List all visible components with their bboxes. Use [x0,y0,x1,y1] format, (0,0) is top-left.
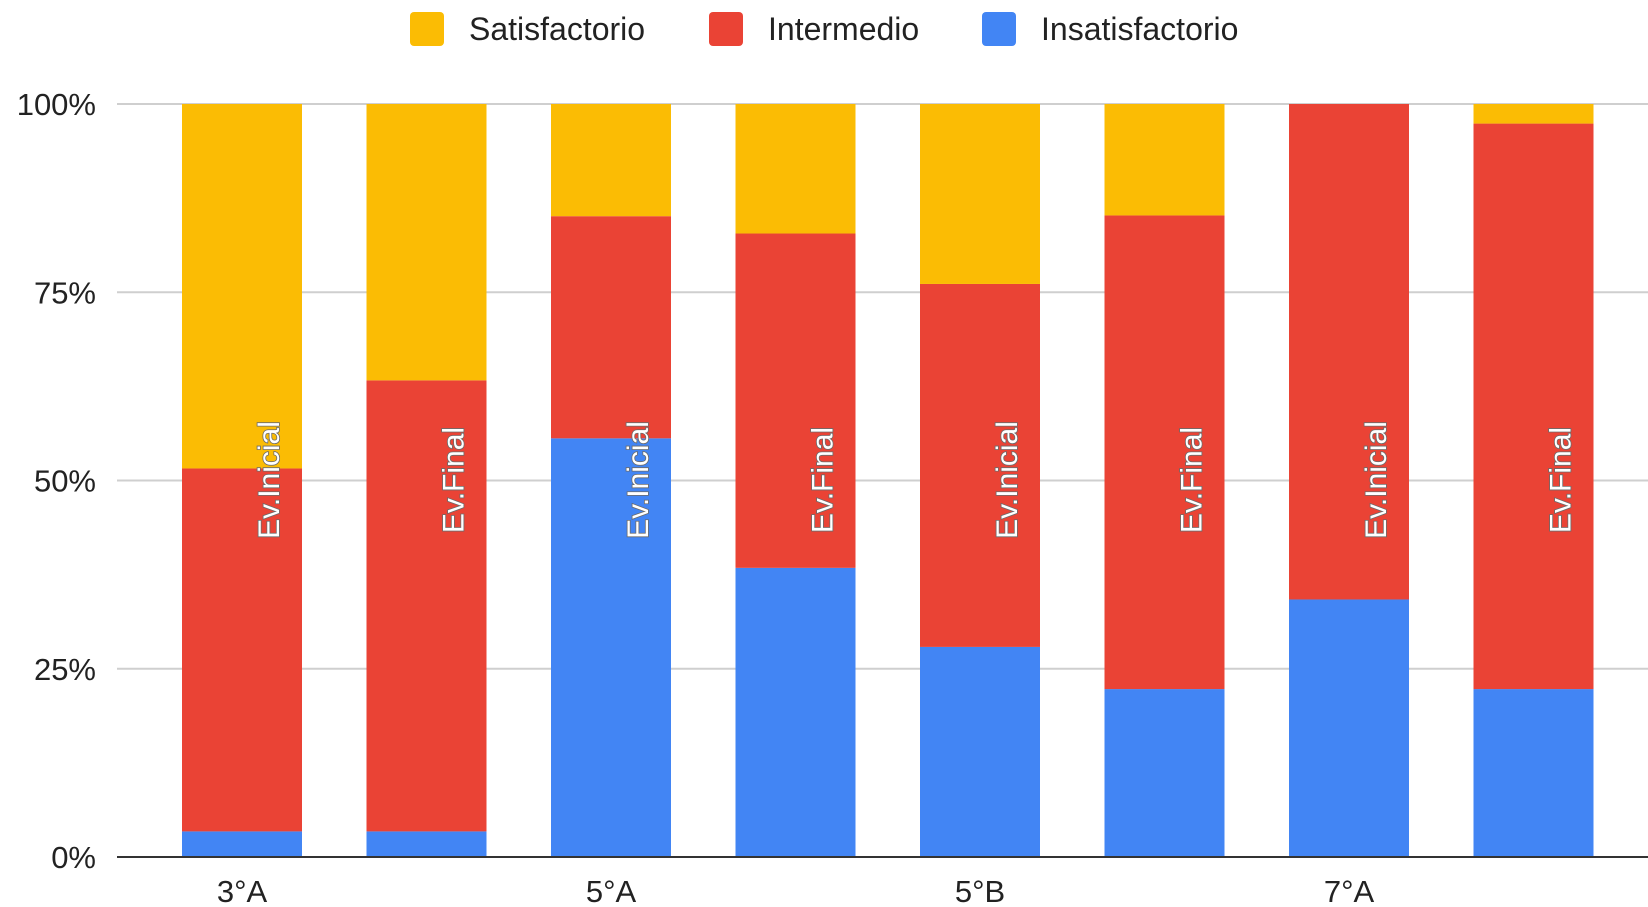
legend-label-satisfactorio: Satisfactorio [469,11,645,47]
x-tick-label: 5°A [586,874,637,907]
bar-segment-satisfactorio [366,104,487,381]
bar-segment-intermedio [366,380,487,832]
bar-segment-satisfactorio [920,104,1040,284]
bar-label: Ev.Inicial [253,421,286,539]
bar-segment-satisfactorio [551,104,671,217]
bar-segment-insatisfactorio [1104,689,1225,857]
legend-swatch-satisfactorio [410,12,444,46]
y-axis-ticks: 0% 25% 50% 75% 100% [17,87,96,875]
bar-segment-insatisfactorio [920,646,1040,857]
bar-segment-satisfactorio [1104,104,1225,216]
bar-segment-intermedio [182,468,302,832]
x-tick-label: 7°A [1324,874,1375,907]
bar-label: Ev.Inicial [622,421,655,539]
bar-segment-insatisfactorio [1473,689,1594,857]
bar-segment-intermedio [1473,123,1594,690]
y-tick-label: 75% [34,275,96,310]
bar-segment-intermedio [1104,215,1225,690]
gridlines [117,103,1648,670]
x-tick-label: 3°A [217,874,268,907]
bar-segment-intermedio [551,216,671,439]
y-tick-label: 100% [17,87,96,122]
bar-label: Ev.Final [437,427,470,533]
bar-segment-satisfactorio [182,104,302,469]
bar-label: Ev.Final [1175,427,1208,533]
legend: Satisfactorio Intermedio Insatisfactorio [410,11,1238,47]
legend-swatch-insatisfactorio [982,12,1016,46]
bar-label: Ev.Inicial [991,421,1024,539]
bar-segment-insatisfactorio [551,438,671,857]
bar-segment-intermedio [735,233,856,568]
bar-labels: Ev.Inicial Ev.Final Ev.Inicial Ev.Final Ev.I… [252,420,1578,539]
bar-segment-intermedio [920,283,1040,647]
x-tick-label: 5°B [955,874,1005,907]
bar-label: Ev.Inicial [1360,421,1393,539]
bar-segment-satisfactorio [1473,104,1594,124]
bars [182,104,1594,857]
y-tick-label: 25% [34,652,96,687]
bar-segment-intermedio [1289,104,1409,600]
bar-segment-insatisfactorio [735,567,856,857]
bar-segment-insatisfactorio [366,831,487,857]
bar-segment-insatisfactorio [182,831,302,857]
legend-label-insatisfactorio: Insatisfactorio [1041,11,1238,47]
bar-segment-satisfactorio [735,104,856,234]
bar-segment-insatisfactorio [1289,599,1409,857]
bar-label: Ev.Final [1544,427,1577,533]
legend-label-intermedio: Intermedio [768,11,919,47]
y-tick-label: 0% [51,840,96,875]
legend-swatch-intermedio [709,12,743,46]
bar-label: Ev.Final [806,427,839,533]
x-axis: 3°A 5°A 5°B 7°A [117,856,1648,907]
y-tick-label: 50% [34,464,96,499]
